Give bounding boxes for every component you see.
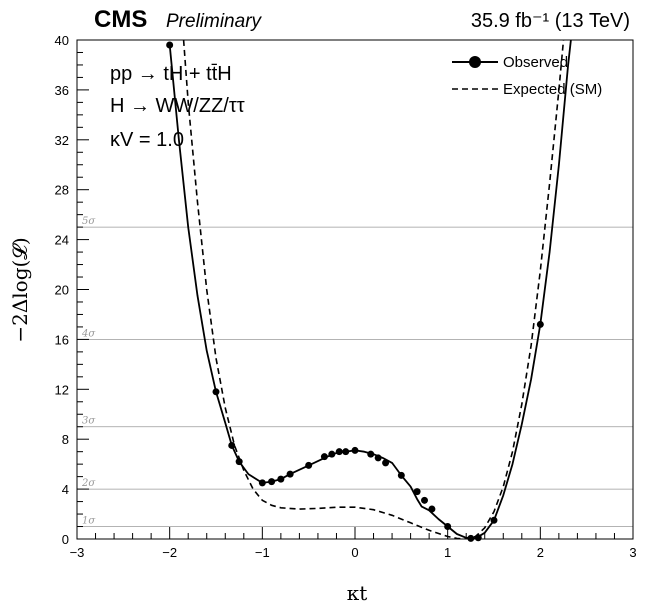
observed-point-18 [397,471,405,479]
x-tick-label-4: 1 [444,545,451,560]
luminosity-label: 35.9 fb⁻¹ (13 TeV) [471,10,630,32]
observed-point-4 [235,458,243,466]
experiment-label: CMS [94,6,147,33]
kappa-v-label: κV = 1.0 [110,129,184,151]
observed-point-10 [320,453,328,461]
observed-point-14 [351,446,359,454]
observed-point-23 [467,534,475,542]
process-label: pp → tH + tt̄H [110,63,232,85]
sigma-label-4: 4σ [81,328,96,339]
legend-observed-label: Observed [503,54,568,71]
observed-point-21 [428,505,436,513]
observed-point-20 [421,496,428,504]
observed-point-12 [335,448,343,456]
y-tick-label-3: 12 [55,382,69,397]
observed-point-26 [536,320,544,328]
observed-point-13 [342,448,350,456]
sigma-label-1: 1σ [82,516,96,527]
observed-point-2 [212,388,220,396]
observed-point-1 [166,41,174,49]
sigma-label-3: 3σ [82,416,96,427]
observed-point-11 [328,450,336,458]
legend-observed-marker [469,56,481,68]
y-tick-label-6: 24 [55,233,69,248]
observed-point-17 [382,459,390,467]
observed-markers [166,41,544,542]
x-axis-title: κt [347,581,368,605]
observed-point-16 [374,454,382,462]
legend-expected-label: Expected (SM) [503,81,602,98]
observed-point-8 [286,470,294,478]
y-tick-label-10: 40 [55,33,69,48]
expected-curve [182,40,565,539]
sigma-lines: 1σ 2σ 3σ 4σ 5σ [77,216,633,527]
legend: Observed Expected (SM) [452,54,602,98]
y-axis-title: −2Δlog(𝓛) [8,237,32,342]
y-tick-label-2: 8 [62,432,69,447]
y-tick-label-8: 32 [55,133,69,148]
status-label: Preliminary [166,11,263,32]
x-tick-label-6: 3 [629,545,636,560]
observed-point-24 [474,534,482,542]
x-tick-label-2: −1 [255,545,270,560]
observed-point-7 [277,475,285,483]
observed-point-9 [305,461,313,469]
observed-point-15 [367,450,375,458]
y-tick-label-1: 4 [62,482,69,497]
y-tick-label-4: 16 [55,332,69,347]
y-tick-label-7: 28 [55,183,69,198]
x-tick-label-1: −2 [162,545,177,560]
observed-point-6 [268,478,276,486]
observed-point-25 [490,516,498,524]
x-tick-label-0: −3 [70,545,85,560]
sigma-label-2: 2σ [81,478,96,489]
y-tick-label-5: 20 [55,283,69,298]
sigma-label-5: 5σ [82,216,96,227]
y-tick-label-9: 36 [55,83,69,98]
observed-point-22 [444,523,452,531]
observed-point-3 [228,441,236,449]
decay-label: H → WW/ZZ/ττ [110,95,245,117]
x-tick-label-3: 0 [351,545,358,560]
y-tick-label-0: 0 [62,532,69,547]
x-axis-ticks: −3 −2 −1 0 1 2 3 [70,527,637,560]
observed-point-19 [413,488,421,496]
observed-point-5 [258,479,266,487]
y-axis-ticks: 0 4 8 12 16 20 24 28 32 36 40 [55,33,89,547]
x-tick-label-5: 2 [537,545,544,560]
